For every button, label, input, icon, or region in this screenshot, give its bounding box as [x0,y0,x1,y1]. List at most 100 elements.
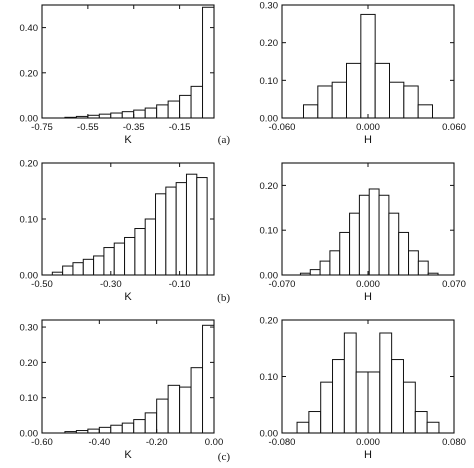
panel-label-b: (b) [217,292,230,304]
y-tick-label: 0.10 [20,393,39,404]
histogram-bar [62,265,74,276]
histogram-bar [167,100,181,119]
histogram-bar [190,85,204,119]
histogram-bar [144,107,158,119]
histogram-bar [133,419,146,434]
x-tick-label: -0.40 [89,437,111,448]
histogram-bar [349,212,360,276]
y-tick-label: 0.10 [20,215,39,226]
y-tick-label: 0.30 [260,1,279,12]
histogram-bar [121,422,135,434]
histogram-bar [389,81,405,119]
histogram-bar [355,371,369,434]
histogram-bar [360,13,376,119]
x-axis-label: H [364,449,372,461]
histogram-bar [133,109,146,119]
panel-label-a: (a) [218,134,231,146]
x-tick-label: -0.15 [169,122,191,133]
histogram-bar [332,359,345,434]
histogram-bar [202,6,215,119]
histogram-bar [378,194,390,276]
x-axis-label: H [364,291,372,303]
y-tick-label: 0.00 [20,114,39,125]
y-tick-label: 0.00 [20,429,39,440]
histogram-bar [155,193,167,276]
y-tick-label: 0.00 [260,271,279,282]
x-tick-label: 0.000 [356,437,380,448]
histogram-bar [402,381,416,434]
y-tick-label: 0.20 [260,38,279,49]
histogram-bar [124,236,136,276]
y-tick-label: 0.30 [20,323,39,334]
histogram-bar [98,113,112,119]
x-tick-label: -0.10 [169,279,191,290]
histogram-bar [134,228,146,276]
histogram-bar [196,177,208,276]
histogram-bar [417,104,434,119]
x-tick-label: -0.75 [31,122,53,133]
histogram-bar [320,381,334,434]
x-tick-label: 0.00 [205,437,224,448]
histogram-bar [403,85,419,119]
y-tick-label: 0.00 [20,271,39,282]
histogram-bar [308,411,322,434]
x-tick-label: -0.080 [269,437,296,448]
x-tick-label: -0.50 [31,279,53,290]
histogram-bar [93,255,105,276]
y-tick-label: 0.20 [20,68,39,79]
x-tick-label: 0.080 [442,437,466,448]
plot-frame [41,4,215,119]
x-tick-label: -0.35 [123,122,145,133]
histogram-bar [346,62,362,119]
histogram-bar [319,260,331,276]
histogram-bar [317,85,333,119]
histogram-bar [367,371,381,434]
x-tick-label: 0.060 [442,122,466,133]
y-tick-label: 0.20 [20,358,39,369]
histogram-bar [379,332,393,434]
histogram-bar [339,231,351,276]
y-tick-label: 0.10 [260,76,279,87]
y-tick-label: 0.40 [20,23,39,34]
histogram-bar [179,94,192,119]
histogram-bar [190,367,204,434]
histogram-bar [303,104,319,119]
histogram-bar [309,269,321,276]
histogram-bar [368,188,380,276]
histogram-bar [121,111,135,119]
histogram-bar [331,81,348,119]
y-tick-label: 0.00 [260,429,279,440]
histogram-bar [113,242,126,276]
histogram-bar [167,384,181,434]
y-tick-label: 0.20 [20,159,39,170]
histogram-bar [202,324,215,434]
x-tick-label: 0.070 [442,279,466,290]
histogram-bar [110,112,123,119]
plot-frame [41,319,215,434]
x-axis-label: K [124,134,132,146]
x-axis-label: H [364,134,372,146]
x-axis-label: K [124,449,132,461]
y-tick-label: 0.20 [260,181,279,192]
x-tick-label: -0.55 [77,122,99,133]
x-tick-label: -0.20 [146,437,168,448]
y-tick-label: 0.20 [260,316,279,327]
y-tick-label: 0.10 [260,226,279,237]
histogram-bar [175,182,187,276]
histogram-bar [391,359,404,434]
histogram-bar [87,428,100,434]
x-tick-label: 0.000 [356,279,380,290]
histogram-bar [103,247,115,276]
histogram-bar [414,411,428,434]
histogram-bar [165,186,177,276]
histogram-bar [110,424,123,434]
panel-label-c: (c) [218,451,231,463]
histogram-bar [156,398,169,434]
histogram-bar [329,250,341,276]
histogram-bar [343,332,357,434]
x-tick-label: -0.060 [269,122,296,133]
histogram-bar [374,62,391,119]
histogram-bar [296,421,310,434]
histogram-bar [185,173,198,276]
